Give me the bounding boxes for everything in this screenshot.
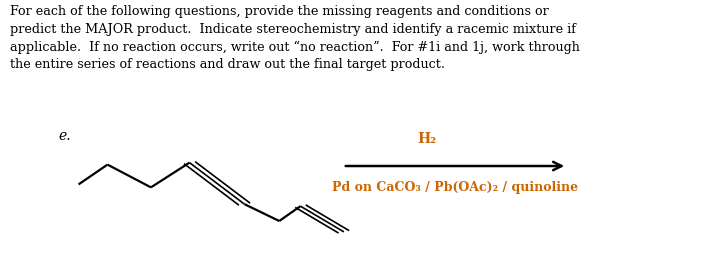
Text: Pd on CaCO₃ / Pb(OAc)₂ / quinoline: Pd on CaCO₃ / Pb(OAc)₂ / quinoline (332, 181, 578, 194)
Text: For each of the following questions, provide the missing reagents and conditions: For each of the following questions, pro… (10, 5, 580, 71)
Text: H₂: H₂ (418, 132, 437, 146)
Text: e.: e. (58, 129, 71, 143)
